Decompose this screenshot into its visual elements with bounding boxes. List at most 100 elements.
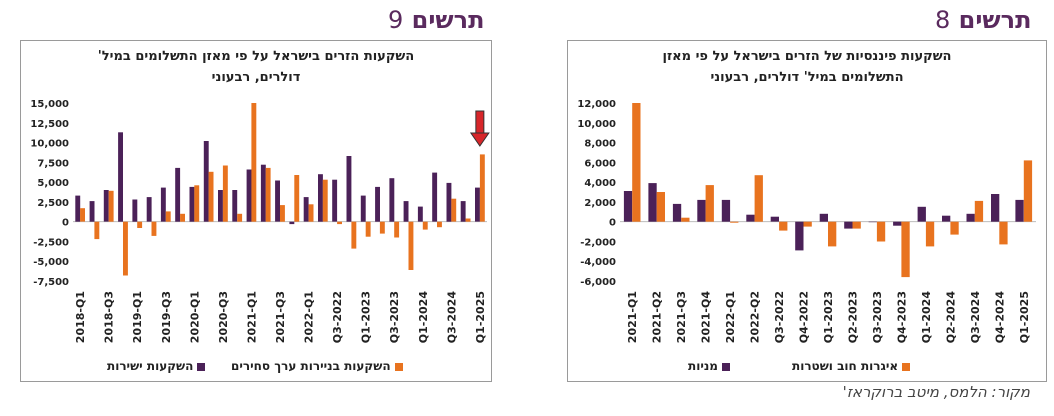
bar-series-2 <box>322 179 328 222</box>
figure-9-header: תרשים 9 <box>388 6 484 34</box>
y-tick-label: 2,000 <box>584 198 616 209</box>
figure-8-header: תרשים 8 <box>935 6 1031 34</box>
figure-9-panel: השקעות הזרים בישראל על פי מאזן התשלומים … <box>20 40 492 382</box>
figure-8-header-number: 8 <box>935 6 951 34</box>
bar-series-1 <box>697 199 706 222</box>
bar-series-2 <box>465 218 471 222</box>
y-tick-label: -7,500 <box>33 277 69 288</box>
x-tick-label: Q1-2025 <box>1018 291 1031 343</box>
figure-8-header-label: תרשים <box>958 6 1032 34</box>
figure-9-title-line1: השקעות הזרים בישראל על פי מאזן התשלומים … <box>97 49 415 64</box>
x-tick-label: 2021-Q1 <box>626 291 639 343</box>
bar-series-1 <box>118 132 123 222</box>
bar-series-2 <box>828 221 837 247</box>
figure-8-chart: 12,000 10,000 8,000 6,000 4,000 2,000 0 -2,000 -… <box>577 99 1036 344</box>
figure-8-title-line2: התשלומים במיל' דולרים, רבעוני <box>710 70 904 85</box>
y-tick-label: 12,500 <box>30 119 69 130</box>
bar-series-1 <box>260 164 266 222</box>
bar-series-1 <box>289 221 295 225</box>
bar-series-1 <box>89 201 95 222</box>
bar-series-1 <box>648 183 657 222</box>
bar-series-2 <box>151 221 157 236</box>
x-tick-label: 2019-Q3 <box>160 291 173 343</box>
x-tick-label: Q4-2024 <box>993 291 1006 344</box>
bar-series-1 <box>175 167 181 222</box>
bar-series-1 <box>417 206 423 222</box>
figure-9-header-label: תרשים <box>411 6 485 34</box>
y-tick-label: -2,000 <box>580 237 616 248</box>
bar-series-2 <box>681 217 690 222</box>
x-tick-label: Q3-2022 <box>773 291 786 343</box>
legend-item-bonds: איגרות חוב ושטרות <box>792 359 911 373</box>
legend-swatch-stocks <box>721 362 730 371</box>
bar-series-1 <box>389 178 395 222</box>
bar-series-1 <box>819 213 828 222</box>
bar-series-1 <box>346 156 352 222</box>
red-arrow-shaft <box>475 110 485 135</box>
x-tick-label: 2018-Q1 <box>74 291 87 343</box>
y-tick-label: 6,000 <box>584 158 616 169</box>
bar-series-2 <box>294 175 300 222</box>
y-tick-label: -6,000 <box>580 277 616 288</box>
bar-series-1 <box>966 213 975 222</box>
x-tick-label: Q1-2024 <box>417 291 430 344</box>
legend-swatch-direct <box>197 362 206 371</box>
bar-series-1 <box>203 141 209 222</box>
bar-series-2 <box>265 167 271 222</box>
x-tick-label: Q1-2025 <box>474 291 487 343</box>
bar-series-2 <box>308 204 314 222</box>
bar-series-2 <box>479 154 485 222</box>
bar-series-1 <box>1015 199 1024 222</box>
bar-series-1 <box>75 195 81 222</box>
bar-series-1 <box>446 182 452 222</box>
bar-series-1 <box>375 186 380 222</box>
figure-9-header-number: 9 <box>388 6 404 34</box>
bar-series-2 <box>705 185 714 222</box>
figure-8-title: השקעות פיננסיות של הזרים בישראל על פי מא… <box>578 46 1036 88</box>
x-tick-label: 2021-Q4 <box>700 291 713 344</box>
x-tick-label: 2022-Q1 <box>303 291 316 343</box>
bar-series-2 <box>251 103 257 222</box>
x-tick-label: 2021-Q2 <box>651 291 664 343</box>
bar-series-2 <box>365 221 371 237</box>
bar-series-2 <box>165 211 171 222</box>
y-tick-label: 12,000 <box>577 99 616 110</box>
figure-9-title: השקעות הזרים בישראל על פי מאזן התשלומים … <box>31 46 481 88</box>
figure-9-chart: 15,000 12,500 10,000 7,500 5,000 2,500 0 -2,500… <box>30 99 490 344</box>
y-tick-label: 10,000 <box>30 139 69 150</box>
bar-series-1 <box>942 215 951 222</box>
bar-series-2 <box>451 198 457 222</box>
bar-series-2 <box>108 190 114 222</box>
bar-series-1 <box>318 174 323 222</box>
y-tick-label: 2,500 <box>37 198 69 209</box>
x-tick-label: 2021-Q1 <box>245 291 258 343</box>
bar-series-2 <box>208 171 214 222</box>
bar-series-1 <box>275 180 280 222</box>
bar-series-2 <box>999 221 1008 245</box>
bar-series-1 <box>795 221 804 251</box>
bar-series-1 <box>403 201 409 222</box>
y-tick-label: 0 <box>609 218 616 229</box>
y-tick-label: 5,000 <box>37 178 69 189</box>
bar-series-1 <box>917 206 926 222</box>
x-tick-label: 2022-Q1 <box>724 291 737 343</box>
x-tick-label: 2021-Q3 <box>274 291 287 343</box>
bar-series-2 <box>237 213 243 222</box>
bar-series-2 <box>437 221 442 228</box>
bar-series-2 <box>754 175 763 222</box>
bar-series-2 <box>925 221 935 247</box>
y-tick-label: 4,000 <box>584 178 616 189</box>
y-tick-label: 15,000 <box>30 99 69 110</box>
bar-series-1 <box>360 195 366 222</box>
bar-series-2 <box>394 221 400 238</box>
legend-label-securities: השקעות בניירות ערך סחירים <box>231 359 391 373</box>
bar-series-1 <box>770 216 779 222</box>
x-tick-label: Q3-2024 <box>445 291 458 344</box>
bar-series-2 <box>422 221 428 230</box>
bar-series-1 <box>844 221 853 229</box>
x-tick-label: 2020-Q3 <box>217 291 230 343</box>
legend-item-direct: השקעות ישירות <box>107 359 206 373</box>
bar-series-1 <box>146 197 152 222</box>
legend-item-securities: השקעות בניירות ערך סחירים <box>231 359 403 373</box>
bar-series-1 <box>432 172 438 222</box>
